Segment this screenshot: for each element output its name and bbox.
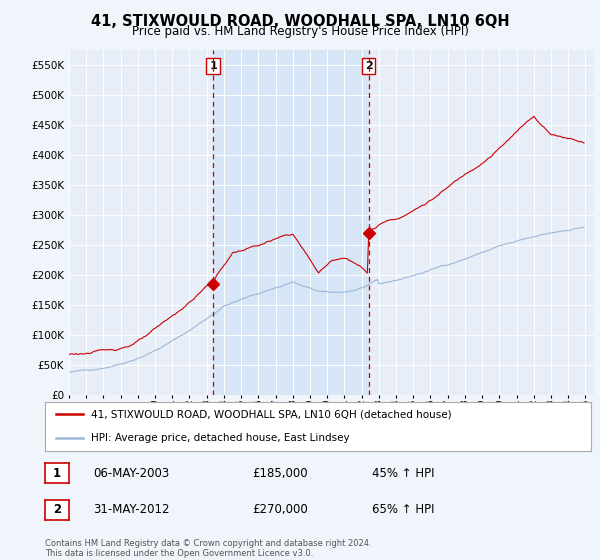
Text: 1: 1 [53, 466, 61, 480]
Text: Price paid vs. HM Land Registry's House Price Index (HPI): Price paid vs. HM Land Registry's House … [131, 25, 469, 38]
Text: 65% ↑ HPI: 65% ↑ HPI [372, 503, 434, 516]
Text: £185,000: £185,000 [252, 466, 308, 480]
Text: 45% ↑ HPI: 45% ↑ HPI [372, 466, 434, 480]
Bar [213, 50, 368, 395]
Text: 31-MAY-2012: 31-MAY-2012 [93, 503, 170, 516]
Text: 2: 2 [365, 61, 373, 71]
Text: Contains HM Land Registry data © Crown copyright and database right 2024.
This d: Contains HM Land Registry data © Crown c… [45, 539, 371, 558]
Text: 41, STIXWOULD ROAD, WOODHALL SPA, LN10 6QH (detached house): 41, STIXWOULD ROAD, WOODHALL SPA, LN10 6… [91, 409, 452, 419]
Text: 41, STIXWOULD ROAD, WOODHALL SPA, LN10 6QH: 41, STIXWOULD ROAD, WOODHALL SPA, LN10 6… [91, 14, 509, 29]
Text: 1: 1 [209, 61, 217, 71]
Text: 2: 2 [53, 503, 61, 516]
Text: £270,000: £270,000 [252, 503, 308, 516]
Text: HPI: Average price, detached house, East Lindsey: HPI: Average price, detached house, East… [91, 433, 350, 443]
Text: 06-MAY-2003: 06-MAY-2003 [93, 466, 169, 480]
